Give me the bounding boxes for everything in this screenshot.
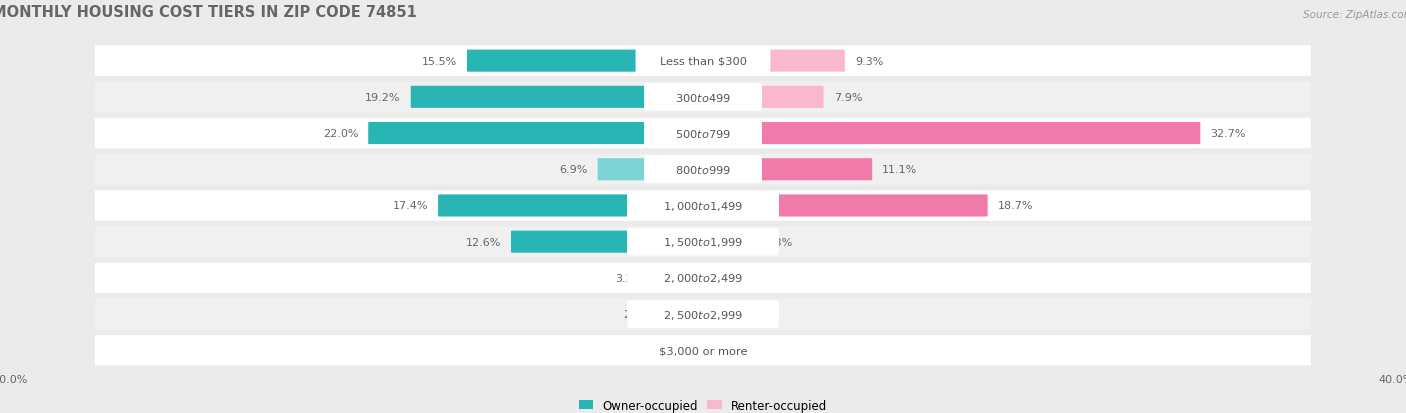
Text: $3,000 or more: $3,000 or more — [659, 345, 747, 356]
FancyBboxPatch shape — [695, 339, 703, 361]
FancyBboxPatch shape — [703, 87, 824, 109]
Text: $2,500 to $2,999: $2,500 to $2,999 — [664, 308, 742, 321]
FancyBboxPatch shape — [627, 300, 779, 328]
FancyBboxPatch shape — [661, 303, 703, 325]
Text: 2.7%: 2.7% — [623, 309, 651, 319]
FancyBboxPatch shape — [0, 263, 1406, 293]
Text: MONTHLY HOUSING COST TIERS IN ZIP CODE 74851: MONTHLY HOUSING COST TIERS IN ZIP CODE 7… — [0, 5, 418, 20]
Text: 15.5%: 15.5% — [422, 57, 457, 66]
Text: 6.9%: 6.9% — [560, 165, 588, 175]
FancyBboxPatch shape — [644, 84, 762, 112]
Text: 0.0%: 0.0% — [714, 273, 742, 283]
FancyBboxPatch shape — [703, 195, 987, 217]
Text: Source: ZipAtlas.com: Source: ZipAtlas.com — [1303, 10, 1406, 20]
FancyBboxPatch shape — [598, 159, 703, 181]
FancyBboxPatch shape — [0, 299, 1406, 330]
Text: Less than $300: Less than $300 — [659, 57, 747, 66]
Text: 19.2%: 19.2% — [366, 93, 401, 102]
FancyBboxPatch shape — [0, 155, 1406, 185]
Text: 22.0%: 22.0% — [323, 129, 359, 139]
FancyBboxPatch shape — [439, 195, 703, 217]
FancyBboxPatch shape — [0, 191, 1406, 221]
FancyBboxPatch shape — [0, 119, 1406, 149]
FancyBboxPatch shape — [0, 227, 1406, 257]
FancyBboxPatch shape — [510, 231, 703, 253]
Text: 0.0%: 0.0% — [714, 309, 742, 319]
Text: $1,000 to $1,499: $1,000 to $1,499 — [664, 199, 742, 212]
FancyBboxPatch shape — [644, 156, 762, 184]
Text: 40.0%: 40.0% — [0, 374, 28, 384]
Text: 9.3%: 9.3% — [855, 57, 883, 66]
FancyBboxPatch shape — [636, 47, 770, 76]
Text: 0.0%: 0.0% — [714, 345, 742, 356]
FancyBboxPatch shape — [703, 159, 872, 181]
FancyBboxPatch shape — [411, 87, 703, 109]
Text: 11.1%: 11.1% — [882, 165, 918, 175]
FancyBboxPatch shape — [654, 267, 703, 289]
FancyBboxPatch shape — [368, 123, 703, 145]
Text: 40.0%: 40.0% — [1378, 374, 1406, 384]
Text: $1,500 to $1,999: $1,500 to $1,999 — [664, 235, 742, 249]
FancyBboxPatch shape — [703, 123, 1201, 145]
Text: $800 to $999: $800 to $999 — [675, 164, 731, 176]
FancyBboxPatch shape — [627, 228, 779, 256]
Text: 17.4%: 17.4% — [392, 201, 427, 211]
Text: 12.6%: 12.6% — [465, 237, 501, 247]
Text: 7.9%: 7.9% — [834, 93, 862, 102]
Text: 18.7%: 18.7% — [998, 201, 1033, 211]
FancyBboxPatch shape — [636, 337, 770, 364]
Text: 3.3%: 3.3% — [763, 237, 792, 247]
FancyBboxPatch shape — [627, 264, 779, 292]
FancyBboxPatch shape — [703, 50, 845, 73]
Text: 3.2%: 3.2% — [616, 273, 644, 283]
Text: $2,000 to $2,499: $2,000 to $2,499 — [664, 272, 742, 285]
FancyBboxPatch shape — [644, 120, 762, 147]
FancyBboxPatch shape — [627, 192, 779, 220]
Legend: Owner-occupied, Renter-occupied: Owner-occupied, Renter-occupied — [574, 394, 832, 413]
FancyBboxPatch shape — [0, 46, 1406, 77]
Text: 32.7%: 32.7% — [1211, 129, 1246, 139]
Text: $500 to $799: $500 to $799 — [675, 128, 731, 140]
FancyBboxPatch shape — [467, 50, 703, 73]
FancyBboxPatch shape — [703, 231, 754, 253]
Text: $300 to $499: $300 to $499 — [675, 92, 731, 104]
FancyBboxPatch shape — [0, 83, 1406, 113]
FancyBboxPatch shape — [0, 335, 1406, 366]
Text: 0.54%: 0.54% — [648, 345, 685, 356]
